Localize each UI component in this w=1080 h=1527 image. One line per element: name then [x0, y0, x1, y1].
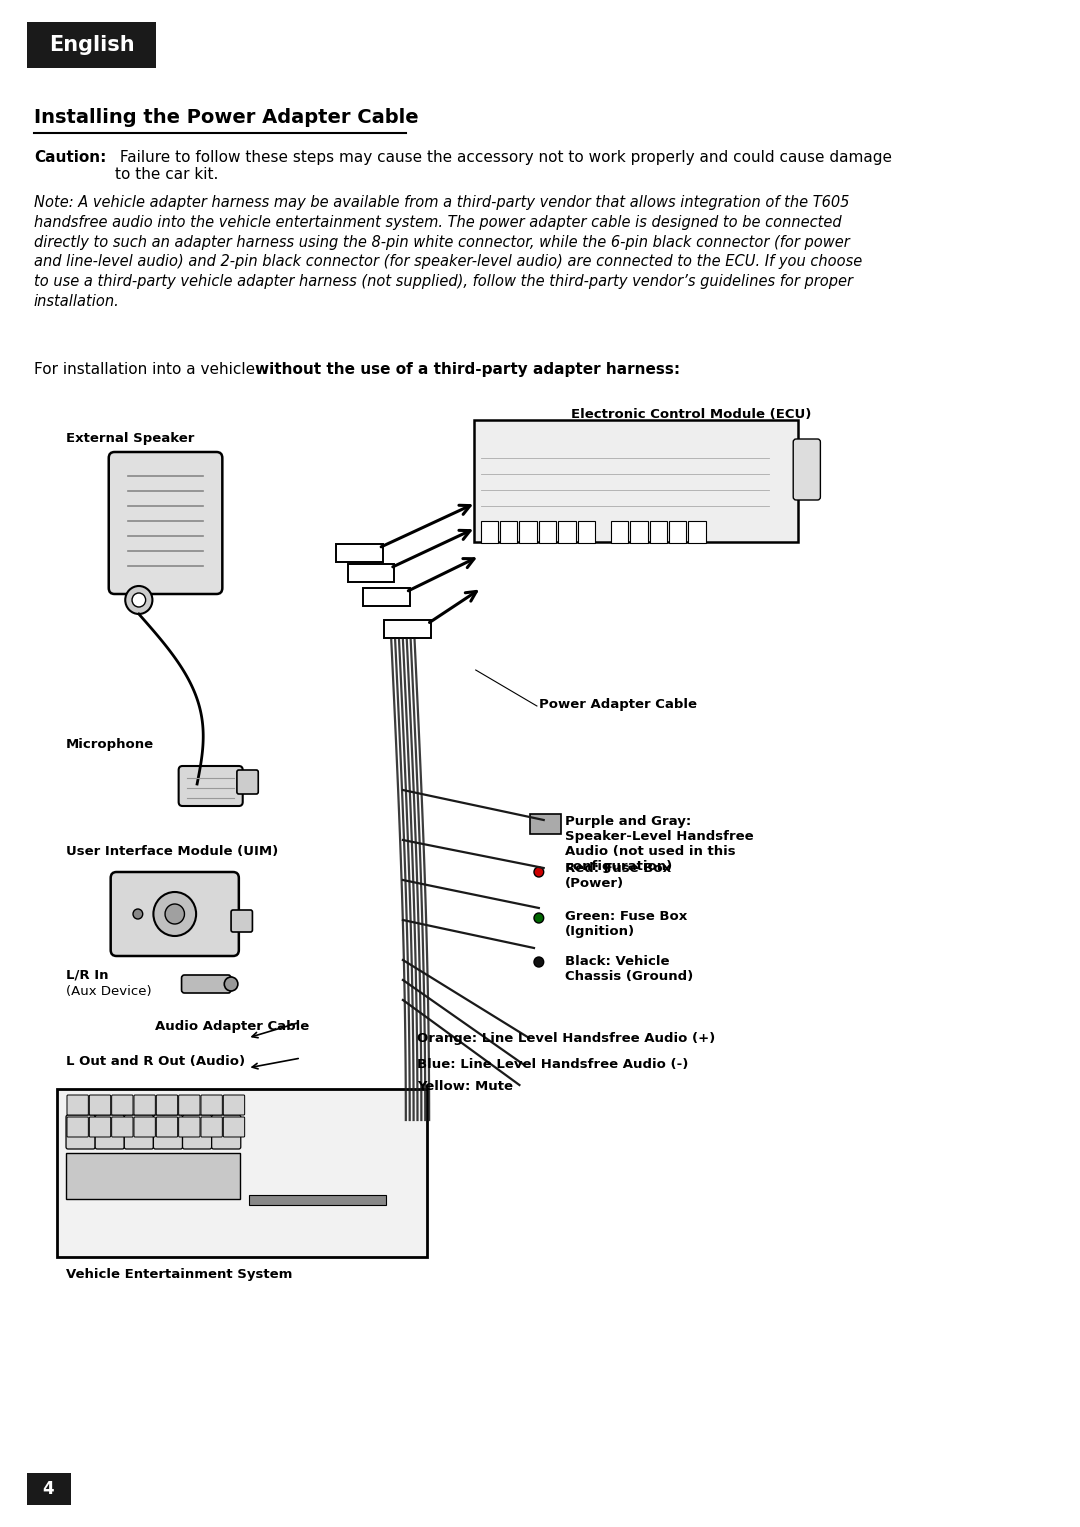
Text: without the use of a third-party adapter harness:: without the use of a third-party adapter…: [255, 362, 680, 377]
Text: L Out and R Out (Audio): L Out and R Out (Audio): [66, 1055, 245, 1067]
FancyBboxPatch shape: [348, 563, 394, 582]
FancyBboxPatch shape: [530, 814, 562, 834]
FancyBboxPatch shape: [500, 521, 517, 544]
FancyBboxPatch shape: [111, 1095, 133, 1115]
FancyBboxPatch shape: [363, 588, 409, 606]
FancyBboxPatch shape: [67, 1095, 89, 1115]
Text: User Interface Module (UIM): User Interface Module (UIM): [66, 844, 279, 858]
Text: Electronic Control Module (ECU): Electronic Control Module (ECU): [571, 408, 811, 421]
Text: Black: Vehicle
Chassis (Ground): Black: Vehicle Chassis (Ground): [565, 954, 693, 983]
Text: Orange: Line Level Handsfree Audio (+): Orange: Line Level Handsfree Audio (+): [418, 1032, 716, 1044]
FancyBboxPatch shape: [201, 1116, 222, 1138]
FancyBboxPatch shape: [27, 21, 157, 69]
FancyBboxPatch shape: [90, 1116, 110, 1138]
Text: Caution:: Caution:: [33, 150, 106, 165]
Text: For installation into a vehicle: For installation into a vehicle: [33, 362, 260, 377]
Text: L/R In: L/R In: [66, 968, 108, 980]
FancyBboxPatch shape: [212, 1115, 241, 1148]
Text: Note: A vehicle adapter harness may be available from a third-party vendor that : Note: A vehicle adapter harness may be a…: [33, 195, 862, 308]
Text: Vehicle Entertainment System: Vehicle Entertainment System: [66, 1267, 293, 1281]
Text: English: English: [50, 35, 135, 55]
Text: Purple and Gray:
Speaker-Level Handsfree
Audio (not used in this
configuration): Purple and Gray: Speaker-Level Handsfree…: [565, 815, 754, 873]
FancyBboxPatch shape: [610, 521, 629, 544]
FancyBboxPatch shape: [27, 1474, 71, 1506]
FancyBboxPatch shape: [224, 1095, 245, 1115]
FancyBboxPatch shape: [630, 521, 648, 544]
FancyBboxPatch shape: [481, 521, 498, 544]
Circle shape: [125, 586, 152, 614]
Circle shape: [534, 957, 543, 967]
Circle shape: [534, 913, 543, 922]
FancyBboxPatch shape: [181, 976, 231, 993]
FancyBboxPatch shape: [669, 521, 687, 544]
FancyBboxPatch shape: [90, 1095, 110, 1115]
FancyBboxPatch shape: [134, 1095, 156, 1115]
FancyBboxPatch shape: [793, 438, 821, 499]
FancyBboxPatch shape: [67, 1116, 89, 1138]
Circle shape: [153, 892, 197, 936]
FancyBboxPatch shape: [201, 1095, 222, 1115]
FancyBboxPatch shape: [578, 521, 595, 544]
FancyBboxPatch shape: [336, 544, 382, 562]
FancyBboxPatch shape: [688, 521, 706, 544]
Text: Red: Fuse Box
(Power): Red: Fuse Box (Power): [565, 863, 671, 890]
FancyBboxPatch shape: [157, 1116, 178, 1138]
FancyBboxPatch shape: [231, 910, 253, 931]
FancyBboxPatch shape: [248, 1196, 387, 1205]
FancyBboxPatch shape: [57, 1089, 428, 1257]
Text: Microphone: Microphone: [66, 738, 154, 751]
Text: Blue: Line Level Handsfree Audio (-): Blue: Line Level Handsfree Audio (-): [418, 1058, 689, 1070]
FancyBboxPatch shape: [109, 452, 222, 594]
FancyBboxPatch shape: [558, 521, 576, 544]
FancyBboxPatch shape: [178, 767, 243, 806]
Circle shape: [165, 904, 185, 924]
FancyBboxPatch shape: [95, 1115, 124, 1148]
FancyBboxPatch shape: [649, 521, 667, 544]
FancyBboxPatch shape: [124, 1115, 153, 1148]
FancyBboxPatch shape: [183, 1115, 212, 1148]
FancyBboxPatch shape: [519, 521, 537, 544]
Text: Failure to follow these steps may cause the accessory not to work properly and c: Failure to follow these steps may cause …: [114, 150, 892, 182]
FancyBboxPatch shape: [134, 1116, 156, 1138]
Text: External Speaker: External Speaker: [66, 432, 194, 444]
Circle shape: [534, 867, 543, 876]
FancyBboxPatch shape: [157, 1095, 178, 1115]
FancyBboxPatch shape: [237, 770, 258, 794]
FancyBboxPatch shape: [66, 1153, 240, 1199]
FancyBboxPatch shape: [384, 620, 431, 638]
FancyBboxPatch shape: [224, 1116, 245, 1138]
FancyBboxPatch shape: [66, 1115, 95, 1148]
Text: Power Adapter Cable: Power Adapter Cable: [539, 698, 697, 712]
Text: 4: 4: [43, 1480, 54, 1498]
FancyBboxPatch shape: [110, 872, 239, 956]
Text: Yellow: Mute: Yellow: Mute: [418, 1080, 513, 1093]
Circle shape: [132, 592, 146, 608]
FancyBboxPatch shape: [178, 1116, 200, 1138]
Circle shape: [133, 909, 143, 919]
Text: (Aux Device): (Aux Device): [66, 985, 151, 999]
FancyBboxPatch shape: [474, 420, 798, 542]
FancyBboxPatch shape: [111, 1116, 133, 1138]
Text: Installing the Power Adapter Cable: Installing the Power Adapter Cable: [33, 108, 419, 127]
Text: Audio Adapter Cable: Audio Adapter Cable: [156, 1020, 310, 1032]
FancyBboxPatch shape: [153, 1115, 183, 1148]
Circle shape: [225, 977, 238, 991]
FancyBboxPatch shape: [178, 1095, 200, 1115]
FancyBboxPatch shape: [539, 521, 556, 544]
Text: Green: Fuse Box
(Ignition): Green: Fuse Box (Ignition): [565, 910, 687, 938]
